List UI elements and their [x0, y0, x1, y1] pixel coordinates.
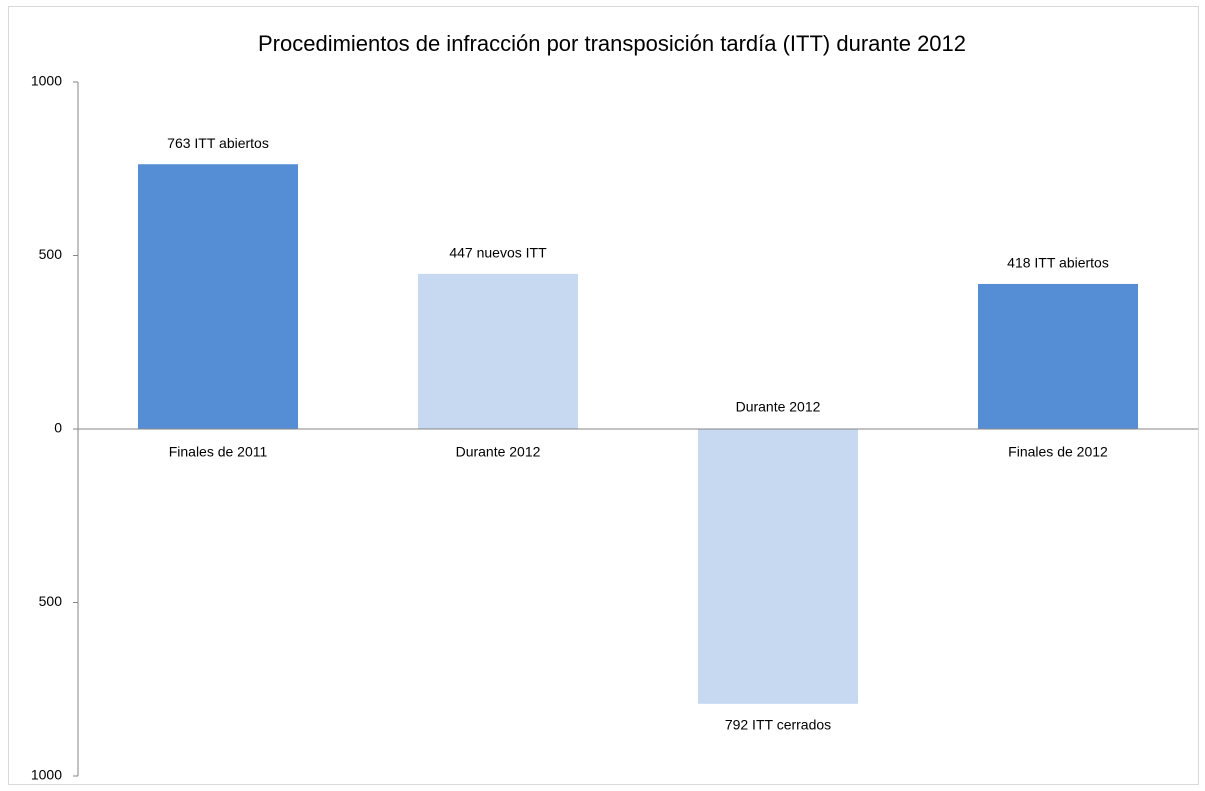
value-label: 418 ITT abiertos [1007, 255, 1109, 271]
x-tick-label: Durante 2012 [736, 399, 821, 415]
x-tick-label: Durante 2012 [456, 444, 541, 460]
chart-title: Procedimientos de infracción por transpo… [258, 31, 966, 56]
y-tick-label: 0 [54, 420, 62, 436]
bar [138, 164, 298, 429]
y-tick-label: 500 [39, 593, 63, 609]
y-tick-label: 1000 [31, 767, 62, 783]
value-label: 763 ITT abiertos [167, 135, 269, 151]
value-label: 447 nuevos ITT [449, 245, 547, 261]
y-tick-label: 1000 [31, 73, 62, 89]
value-label: 792 ITT cerrados [725, 717, 831, 733]
y-tick-label: 500 [39, 246, 63, 262]
x-tick-label: Finales de 2012 [1008, 444, 1108, 460]
x-tick-label: Finales de 2011 [169, 444, 268, 460]
bar [978, 283, 1138, 429]
bar [698, 429, 858, 704]
bar [418, 273, 578, 429]
